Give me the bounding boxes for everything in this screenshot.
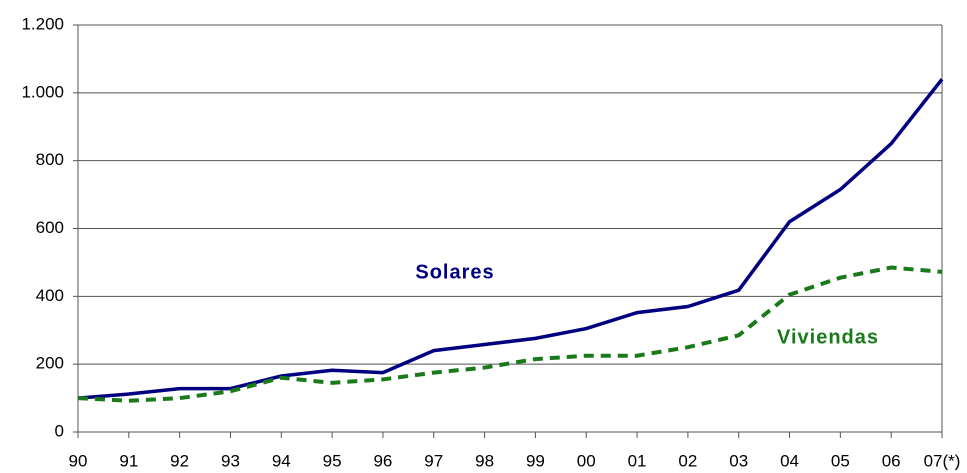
y-tick-label: 0: [55, 421, 64, 440]
x-tick-label: 06: [882, 451, 901, 470]
y-tick-label: 600: [36, 218, 64, 237]
x-tick-label: 90: [69, 451, 88, 470]
x-tick-label: 92: [170, 451, 189, 470]
y-tick-label: 1.200: [21, 14, 64, 33]
x-tick-label: 95: [323, 451, 342, 470]
y-tick-label: 1.000: [21, 82, 64, 101]
x-tick-label: 94: [272, 451, 291, 470]
x-tick-label: 98: [475, 451, 494, 470]
y-tick-label: 400: [36, 286, 64, 305]
x-tick-label: 91: [119, 451, 138, 470]
x-tick-label: 00: [577, 451, 596, 470]
x-tick-label: 07(*): [924, 451, 961, 470]
series-label: Viviendas: [777, 326, 879, 348]
x-tick-label: 96: [373, 451, 392, 470]
x-tick-label: 02: [678, 451, 697, 470]
series-line: [77, 78, 944, 400]
x-tick-label: 05: [831, 451, 850, 470]
x-tick-label: 03: [729, 451, 748, 470]
x-tick-label: 04: [780, 451, 799, 470]
x-tick-label: 01: [628, 451, 647, 470]
y-tick-label: 800: [36, 150, 64, 169]
x-tick-label: 97: [424, 451, 443, 470]
x-tick-label: 93: [221, 451, 240, 470]
series-label: Solares: [415, 261, 494, 283]
series-line: [77, 265, 943, 403]
x-tick-label: 99: [526, 451, 545, 470]
y-tick-label: 200: [36, 354, 64, 373]
